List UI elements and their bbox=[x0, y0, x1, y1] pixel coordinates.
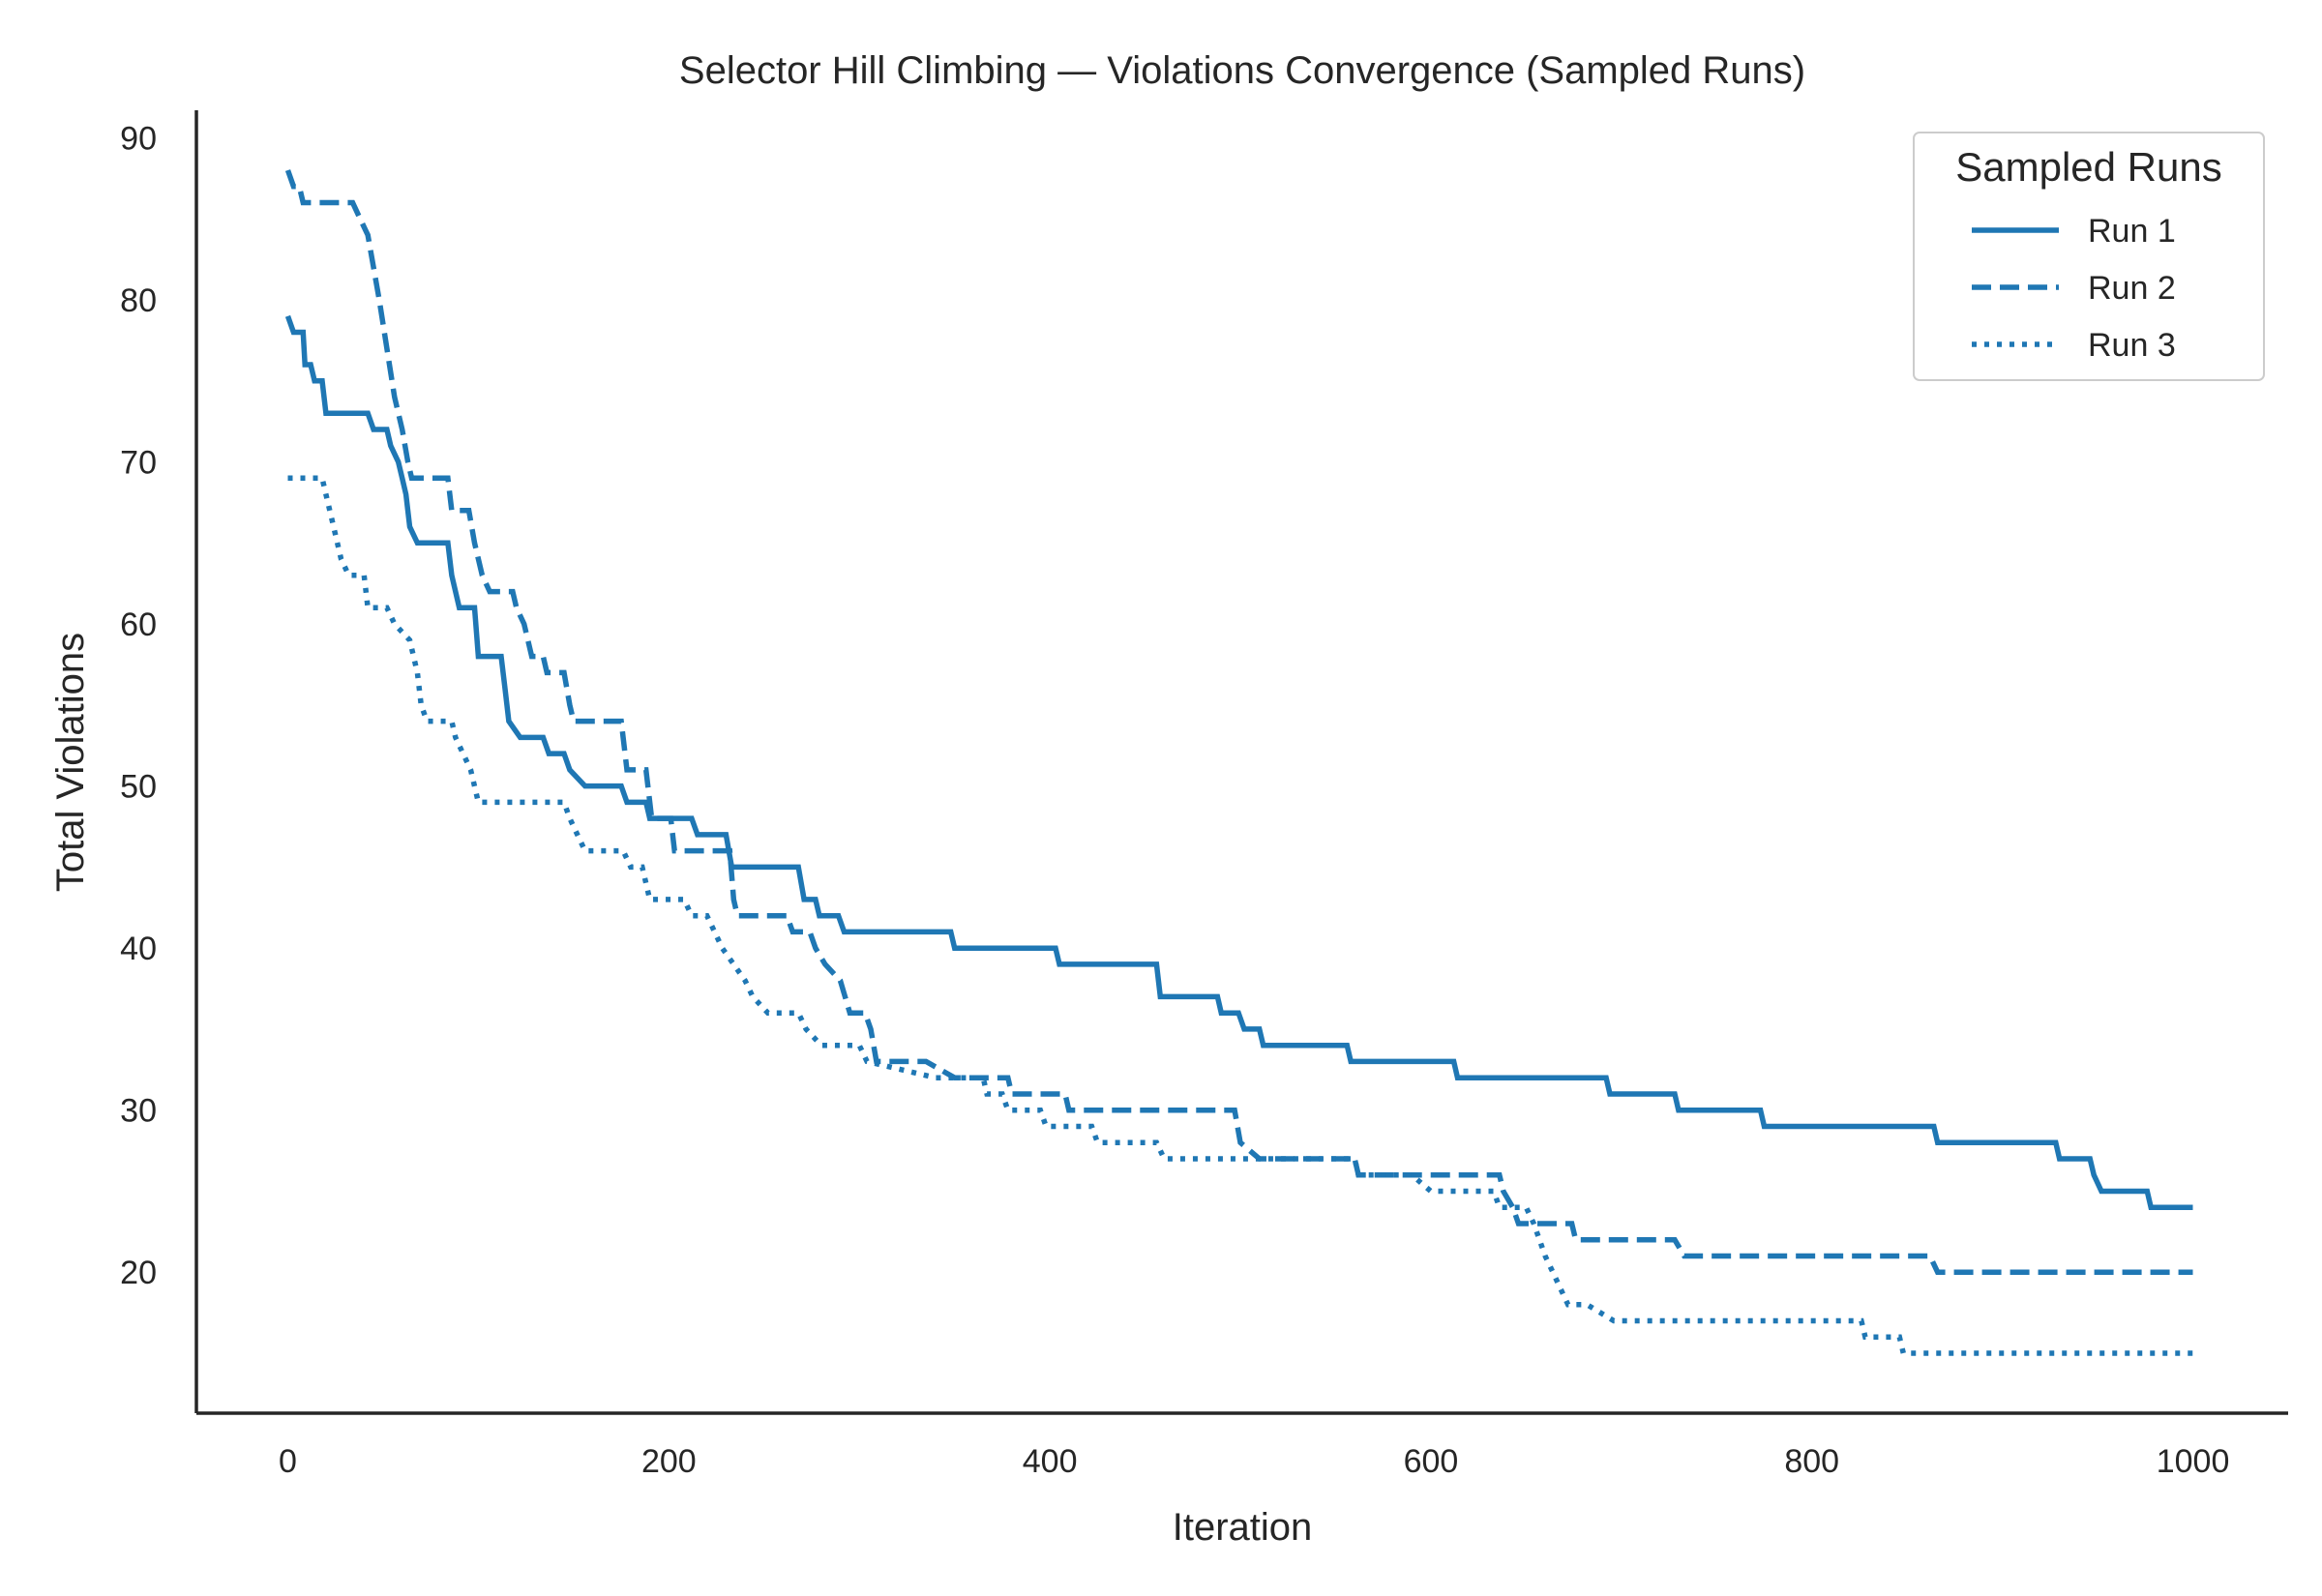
series-line-run-2 bbox=[284, 169, 2193, 1275]
y-tick-label: 80 bbox=[120, 282, 157, 319]
legend: Sampled Runs Run 1 Run 2 Run 3 bbox=[1913, 132, 2265, 381]
legend-items: Run 1 Run 2 Run 3 bbox=[1972, 213, 2176, 364]
legend-title: Sampled Runs bbox=[1955, 144, 2221, 190]
chart-title: Selector Hill Climbing — Violations Conv… bbox=[679, 49, 1805, 92]
x-axis-label: Iteration bbox=[1173, 1506, 1313, 1549]
y-tick-label: 20 bbox=[120, 1255, 157, 1291]
plot-lines bbox=[284, 169, 2193, 1356]
y-tick-label: 30 bbox=[120, 1093, 157, 1130]
x-tick-label: 1000 bbox=[2157, 1443, 2230, 1480]
y-tick-label: 90 bbox=[120, 120, 157, 157]
legend-label-run-1: Run 1 bbox=[2088, 213, 2176, 250]
series-line-run-3 bbox=[287, 475, 2193, 1356]
x-tick-label: 200 bbox=[641, 1443, 697, 1480]
legend-label-run-2: Run 2 bbox=[2088, 270, 2176, 307]
y-tick-label: 50 bbox=[120, 769, 157, 806]
y-tick-label: 70 bbox=[120, 445, 157, 482]
series-line-run-1 bbox=[284, 314, 2193, 1210]
x-tick-label: 600 bbox=[1404, 1443, 1459, 1480]
legend-box bbox=[1913, 132, 2265, 381]
x-tick-label: 800 bbox=[1784, 1443, 1839, 1480]
y-axis-label: Total Violations bbox=[49, 633, 92, 892]
legend-label-run-3: Run 3 bbox=[2088, 327, 2176, 364]
x-tick-label: 0 bbox=[279, 1443, 297, 1480]
y-ticks: 20 30 40 50 60 70 80 90 bbox=[120, 120, 157, 1291]
y-tick-label: 60 bbox=[120, 606, 157, 643]
x-ticks: 0 200 400 600 800 1000 bbox=[279, 1443, 2229, 1480]
y-tick-label: 40 bbox=[120, 931, 157, 967]
x-tick-label: 400 bbox=[1023, 1443, 1078, 1480]
